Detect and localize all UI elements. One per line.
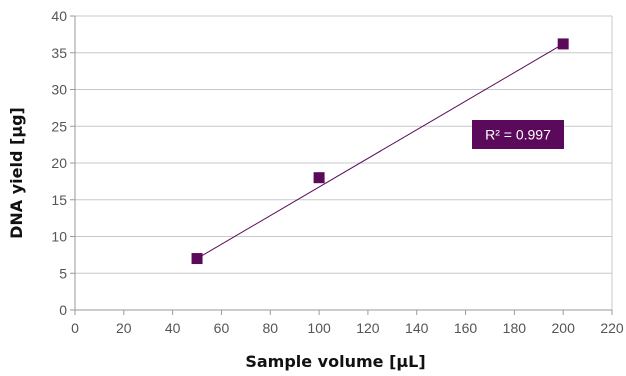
y-tick-label: 40	[51, 8, 67, 24]
y-tick-label: 25	[51, 118, 67, 134]
annotation-box	[472, 120, 564, 149]
x-tick-label: 40	[165, 320, 181, 336]
trendline-group	[196, 43, 564, 259]
y-tick-label: 35	[51, 45, 67, 61]
x-tick-label: 140	[405, 320, 429, 336]
y-tick-labels: 0 5 10 15 20 25 30 35 40	[51, 8, 67, 318]
x-tick-labels: 0 20 40 60 80 100 120 140 160 180 200 220	[71, 320, 624, 336]
axes	[70, 15, 613, 315]
x-tick-label: 80	[262, 320, 278, 336]
data-point	[313, 172, 325, 184]
y-axis-title: DNA yield [µg]	[7, 107, 26, 239]
x-tick-label: 60	[214, 320, 230, 336]
gridlines	[75, 15, 612, 274]
data-point	[191, 253, 203, 265]
y-tick-label: 10	[51, 229, 67, 245]
x-tick-label: 0	[71, 320, 79, 336]
y-tick-label: 20	[51, 155, 67, 171]
x-tick-label: 100	[307, 320, 331, 336]
data-points	[191, 38, 569, 265]
annotation-text: R² = 0.997	[485, 127, 551, 143]
x-tick-label: 220	[600, 320, 624, 336]
y-tick-label: 0	[59, 302, 67, 318]
y-tick-label: 5	[59, 265, 67, 281]
x-tick-label: 160	[454, 320, 478, 336]
r-squared-annotation: R² = 0.997	[472, 120, 564, 149]
x-axis-title: Sample volume [µL]	[245, 352, 425, 371]
data-point	[557, 38, 569, 50]
y-tick-label: 30	[51, 82, 67, 98]
x-tick-label: 180	[503, 320, 527, 336]
y-tick-label: 15	[51, 192, 67, 208]
x-tick-label: 20	[116, 320, 132, 336]
x-tick-label: 120	[356, 320, 380, 336]
x-tick-label: 200	[552, 320, 576, 336]
trendline	[196, 43, 564, 259]
